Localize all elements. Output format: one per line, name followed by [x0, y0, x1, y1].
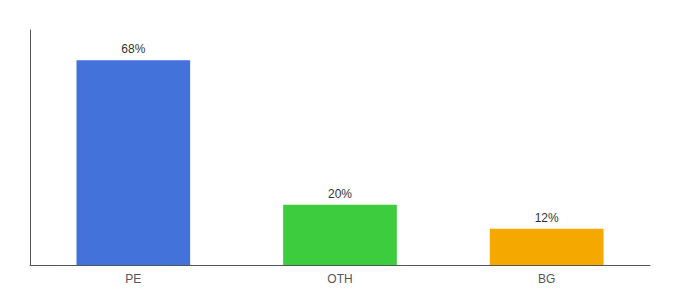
svg-text:12%: 12% — [535, 211, 559, 225]
svg-text:68%: 68% — [121, 42, 145, 56]
svg-text:OTH: OTH — [327, 272, 352, 286]
svg-text:BG: BG — [538, 272, 555, 286]
svg-text:PE: PE — [125, 272, 141, 286]
svg-text:20%: 20% — [328, 187, 352, 201]
